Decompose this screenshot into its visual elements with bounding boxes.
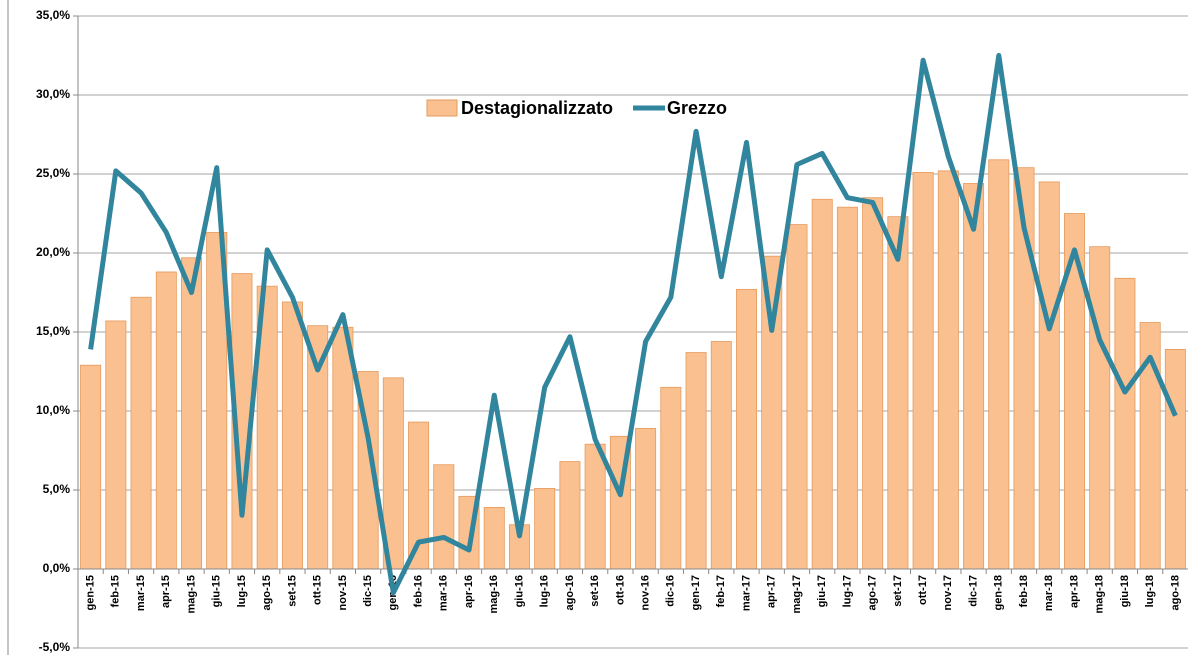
- x-tick-label: mar-15: [135, 575, 147, 611]
- x-tick-label: dic-17: [967, 575, 979, 607]
- y-tick-label: 5,0%: [43, 482, 71, 496]
- x-tick-label: giu-17: [816, 575, 828, 607]
- x-tick-label: gen-15: [85, 575, 97, 610]
- x-tick-label: giu-15: [211, 575, 223, 607]
- x-tick-label: ott-16: [614, 575, 626, 605]
- x-tick-label: ago-18: [1169, 575, 1181, 610]
- bar: [786, 224, 808, 570]
- x-tick-label: mar-17: [740, 575, 752, 611]
- x-tick-label: ago-17: [867, 575, 879, 610]
- legend-swatch: [426, 99, 458, 117]
- x-tick-label: mar-16: [438, 575, 450, 611]
- x-tick-label: set-15: [286, 575, 298, 607]
- x-tick-label: mag-17: [791, 575, 803, 614]
- x-tick-label: feb-18: [1018, 575, 1030, 607]
- bar: [761, 255, 783, 570]
- x-tick-label: ott-17: [917, 575, 929, 605]
- x-tick-label: feb-17: [715, 575, 727, 607]
- bar: [660, 386, 682, 570]
- bar: [963, 183, 985, 570]
- line: [88, 53, 1178, 596]
- bar: [811, 198, 833, 570]
- x-tick-label: apr-15: [160, 575, 172, 608]
- x-tick-label: lug-18: [1144, 575, 1156, 607]
- bar: [836, 206, 858, 570]
- x-tick-label: ott-15: [312, 575, 324, 605]
- x-tick-label: lug-15: [236, 575, 248, 607]
- x-tick-label: mag-16: [488, 575, 500, 614]
- x-tick-label: dic-16: [665, 575, 677, 607]
- x-tick-label: feb-15: [110, 575, 122, 607]
- x-tick-label: mar-18: [1043, 575, 1055, 611]
- bar: [332, 326, 354, 570]
- bar: [710, 341, 732, 570]
- x-tick-label: apr-18: [1068, 575, 1080, 608]
- bar: [1089, 246, 1111, 570]
- bar: [736, 288, 758, 570]
- x-tick-label: ago-16: [564, 575, 576, 610]
- y-tick-label: 20,0%: [36, 245, 70, 259]
- x-tick-label: lug-17: [841, 575, 853, 607]
- x-tick-label: mag-15: [185, 575, 197, 614]
- bar: [988, 159, 1010, 570]
- x-tick-label: lug-16: [539, 575, 551, 607]
- x-tick-label: gen-17: [690, 575, 702, 610]
- bar: [559, 461, 581, 570]
- y-tick-label: 35,0%: [36, 8, 70, 22]
- y-tick-label: 10,0%: [36, 403, 70, 417]
- x-tick-label: nov-17: [942, 575, 954, 610]
- x-tick-label: nov-16: [640, 575, 652, 610]
- legend-label: Destagionalizzato: [461, 98, 613, 118]
- legend-label: Grezzo: [667, 98, 727, 118]
- bar: [80, 364, 102, 570]
- y-tick-label: 30,0%: [36, 87, 70, 101]
- x-tick-label: apr-16: [463, 575, 475, 608]
- x-tick-label: dic-15: [362, 575, 374, 607]
- bar: [105, 320, 127, 570]
- x-tick-label: set-17: [892, 575, 904, 607]
- bar: [181, 257, 203, 570]
- bar: [483, 506, 505, 570]
- y-tick-label: 15,0%: [36, 324, 70, 338]
- x-tick-label: mag-18: [1094, 575, 1106, 614]
- bar: [912, 172, 934, 570]
- bar: [281, 301, 303, 570]
- x-tick-label: giu-18: [1119, 575, 1131, 607]
- bar: [584, 443, 606, 570]
- bar: [685, 352, 707, 570]
- bar: [887, 216, 909, 570]
- bar: [155, 271, 177, 570]
- bar: [1114, 277, 1136, 570]
- x-tick-label: giu-16: [513, 575, 525, 607]
- y-tick-label: -5,0%: [39, 640, 71, 654]
- y-tick-label: 0,0%: [43, 561, 71, 575]
- bar: [635, 427, 657, 570]
- y-tick-label: 25,0%: [36, 166, 70, 180]
- bar: [534, 488, 556, 570]
- bar: [130, 296, 152, 570]
- x-tick-label: ago-15: [261, 575, 273, 610]
- x-tick-label: feb-16: [412, 575, 424, 607]
- x-tick-label: set-16: [589, 575, 601, 607]
- bar: [1038, 181, 1060, 570]
- bar: [862, 197, 884, 570]
- bar: [433, 464, 455, 570]
- bar: [937, 170, 959, 570]
- x-tick-label: nov-15: [337, 575, 349, 610]
- x-tick-label: gen-18: [993, 575, 1005, 610]
- bar: [307, 325, 329, 570]
- bar: [1164, 348, 1186, 570]
- x-tick-label: apr-17: [766, 575, 778, 608]
